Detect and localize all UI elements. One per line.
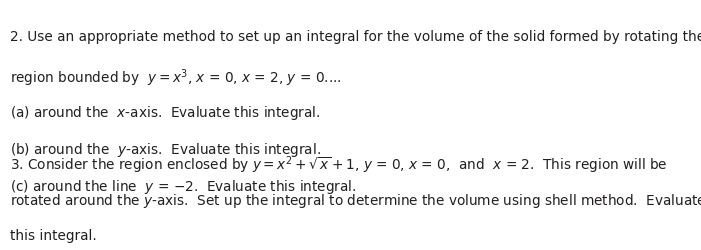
- Text: 3. Consider the region enclosed by $y = x^2 + \sqrt{x} + 1$, $y$ = 0, $x$ = 0,  : 3. Consider the region enclosed by $y = …: [10, 155, 667, 176]
- Text: (a) around the  $x$-axis.  Evaluate this integral.: (a) around the $x$-axis. Evaluate this i…: [10, 104, 320, 122]
- Text: this integral.: this integral.: [10, 229, 97, 243]
- Text: rotated around the $y$-axis.  Set up the integral to determine the volume using : rotated around the $y$-axis. Set up the …: [10, 192, 701, 210]
- Text: (b) around the  $y$-axis.  Evaluate this integral.: (b) around the $y$-axis. Evaluate this i…: [10, 141, 321, 159]
- Text: region bounded by  $y = x^3$, $x$ = 0, $x$ = 2, $y$ = 0....: region bounded by $y = x^3$, $x$ = 0, $x…: [10, 67, 341, 88]
- Text: 2. Use an appropriate method to set up an integral for the volume of the solid f: 2. Use an appropriate method to set up a…: [10, 30, 701, 44]
- Text: (c) around the line  $y$ = −2.  Evaluate this integral.: (c) around the line $y$ = −2. Evaluate t…: [10, 178, 357, 196]
